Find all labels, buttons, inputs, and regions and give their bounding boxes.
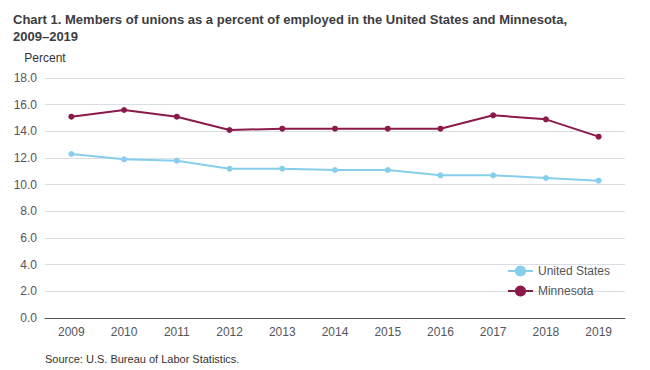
svg-text:2019: 2019 [585, 325, 612, 339]
svg-text:2010: 2010 [111, 325, 138, 339]
svg-text:2.0: 2.0 [20, 284, 37, 298]
svg-text:8.0: 8.0 [20, 204, 37, 218]
svg-text:0.0: 0.0 [20, 311, 37, 325]
svg-text:6.0: 6.0 [20, 231, 37, 245]
svg-text:2009–2019: 2009–2019 [13, 29, 78, 44]
svg-text:2013: 2013 [269, 325, 296, 339]
svg-text:Percent: Percent [24, 51, 66, 65]
svg-text:4.0: 4.0 [20, 258, 37, 272]
svg-text:14.0: 14.0 [14, 124, 38, 138]
svg-text:2012: 2012 [216, 325, 243, 339]
svg-text:16.0: 16.0 [14, 98, 38, 112]
svg-text:2014: 2014 [322, 325, 349, 339]
svg-text:2011: 2011 [164, 325, 190, 339]
svg-text:Chart 1. Members of unions as: Chart 1. Members of unions as a percent … [13, 12, 571, 27]
svg-text:Minnesota: Minnesota [538, 284, 594, 298]
svg-text:18.0: 18.0 [14, 71, 38, 85]
svg-text:United States: United States [538, 264, 610, 278]
svg-text:2015: 2015 [374, 325, 401, 339]
svg-text:2017: 2017 [480, 325, 507, 339]
svg-text:10.0: 10.0 [14, 178, 38, 192]
svg-text:2016: 2016 [427, 325, 454, 339]
svg-text:12.0: 12.0 [14, 151, 38, 165]
svg-text:2009: 2009 [58, 325, 85, 339]
svg-text:2018: 2018 [533, 325, 560, 339]
svg-text:Source: U.S. Bureau of Labor S: Source: U.S. Bureau of Labor Statistics. [45, 353, 239, 365]
